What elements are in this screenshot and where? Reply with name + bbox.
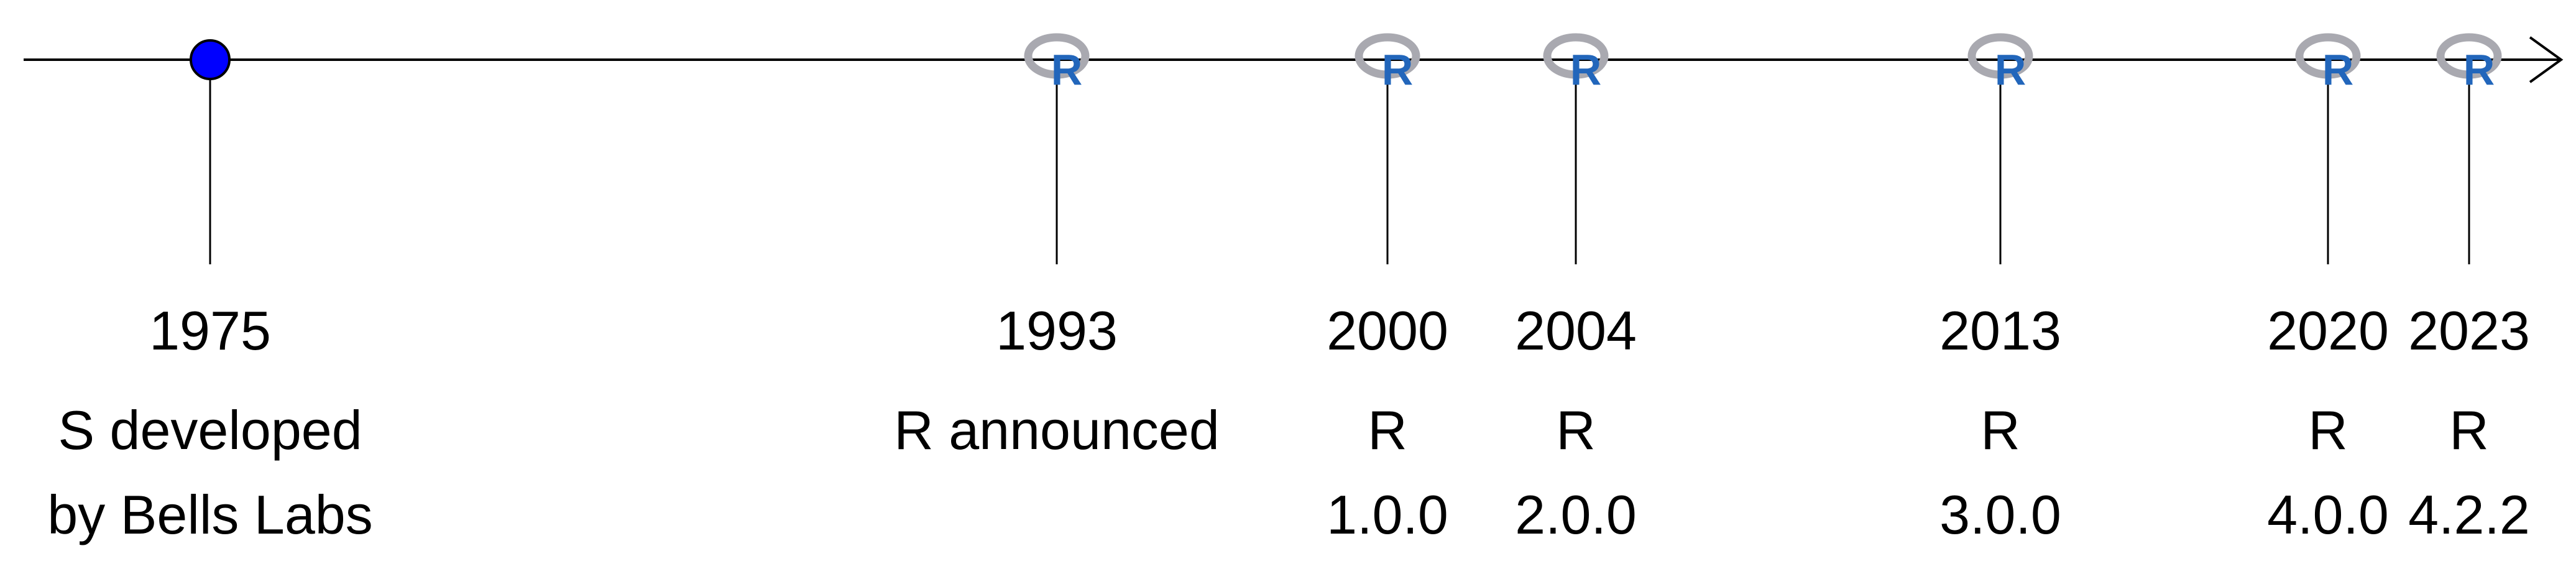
r-logo-icon: R [2295,33,2361,94]
r-logo-icon: R [1543,33,1609,94]
svg-text:R: R [1051,45,1083,94]
event-year: 2000 [1327,300,1448,361]
svg-text:R: R [1382,45,1414,94]
event-description-line-2: 1.0.0 [1327,484,1448,545]
event-description-line-2: 2.0.0 [1515,484,1637,545]
event-description-line-2: by Bells Labs [47,484,373,545]
event-year: 2023 [2408,300,2530,361]
r-logo-icon: R [1024,33,1090,94]
r-logo-icon: R [1967,33,2033,94]
event-year: 2004 [1515,300,1637,361]
event-description-line-1: R [2308,399,2348,461]
svg-text:R: R [1995,45,2026,94]
event-year: 1993 [996,300,1118,361]
event-year: 2020 [2267,300,2389,361]
svg-text:R: R [2322,45,2354,94]
event-description-line-1: R [1368,399,1407,461]
event-description-line-2: 4.0.0 [2267,484,2389,545]
svg-text:R: R [2463,45,2495,94]
event-year: 1975 [149,300,271,361]
r-logo-icon: R [1355,33,1420,94]
blue-circle-marker-icon [190,39,231,80]
r-logo-icon: R [2436,33,2502,94]
event-description-line-1: S developed [58,399,362,461]
svg-text:R: R [1570,45,1602,94]
event-description-line-2: 4.2.2 [2408,484,2530,545]
event-description-line-1: R [1980,399,2020,461]
event-description-line-1: R [2449,399,2489,461]
timeline-arrowhead [2529,36,2564,83]
event-description-line-2: 3.0.0 [1939,484,2061,545]
event-description-line-1: R announced [894,399,1220,461]
event-year: 2013 [1939,300,2061,361]
event-description-line-1: R [1556,399,1596,461]
